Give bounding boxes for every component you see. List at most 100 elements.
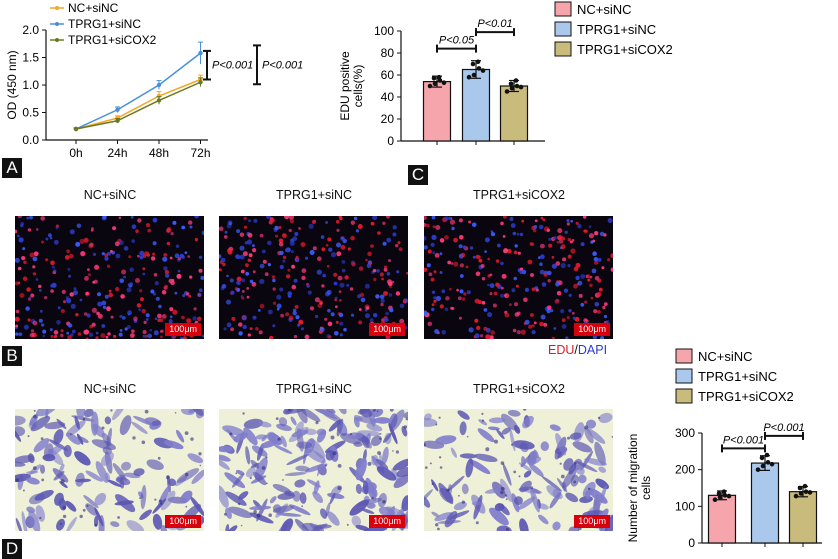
cell-nucleus xyxy=(583,216,587,219)
cell-nucleus xyxy=(259,303,265,309)
migrated-cell xyxy=(424,418,438,427)
cell-nucleus xyxy=(538,224,544,230)
cell-nucleus xyxy=(360,297,366,303)
cell-nucleus xyxy=(306,284,310,288)
cell-nucleus xyxy=(534,219,538,223)
cell-nucleus xyxy=(509,303,512,306)
migrated-cell xyxy=(528,463,544,477)
cell-nucleus xyxy=(339,216,343,221)
membrane-pore xyxy=(277,437,281,441)
cell-nucleus xyxy=(28,296,32,300)
cell-nucleus xyxy=(439,271,443,274)
cell-nucleus xyxy=(502,235,506,238)
membrane-pore xyxy=(198,452,202,456)
membrane-pore xyxy=(494,439,498,444)
cell-nucleus xyxy=(553,327,557,330)
cell-nucleus xyxy=(529,242,534,246)
migrated-cell xyxy=(249,512,274,524)
cell-nucleus xyxy=(150,289,155,294)
membrane-pore xyxy=(530,486,534,489)
migrated-cell xyxy=(519,480,532,493)
membrane-pore xyxy=(141,440,146,445)
cell-nucleus xyxy=(118,216,122,220)
cell-nucleus xyxy=(169,256,173,260)
data-dot xyxy=(722,493,728,498)
cell-nucleus xyxy=(547,279,551,283)
cell-nucleus xyxy=(495,259,500,263)
scalebar-label: 100μm xyxy=(165,515,201,528)
membrane-pore xyxy=(500,490,504,495)
migrated-cell xyxy=(569,432,582,440)
migrated-cell xyxy=(266,431,277,442)
cell-nucleus xyxy=(431,303,435,307)
migrated-cell xyxy=(585,419,597,429)
cell-nucleus xyxy=(97,313,103,319)
migrated-cell xyxy=(111,409,126,421)
cell-nucleus xyxy=(15,332,19,336)
migrated-cell xyxy=(502,463,512,486)
cell-nucleus xyxy=(155,296,160,301)
cell-nucleus xyxy=(341,268,346,273)
migrated-cell xyxy=(371,455,379,466)
cell-nucleus xyxy=(383,291,388,296)
membrane-pore xyxy=(376,410,379,413)
migrated-cell xyxy=(252,471,267,486)
migrated-cell xyxy=(219,454,231,462)
cell-nucleus xyxy=(248,253,253,258)
cell-nucleus xyxy=(573,283,578,289)
cell-nucleus xyxy=(336,228,340,232)
legend-label: TPRG1+siNC xyxy=(577,22,656,37)
cell-nucleus xyxy=(152,252,156,256)
migration-image-tprg1-sicox2: 100μm xyxy=(424,409,613,531)
cell-nucleus xyxy=(18,237,24,243)
migrated-cell xyxy=(320,508,328,519)
cell-nucleus xyxy=(238,331,243,336)
cell-nucleus xyxy=(267,240,272,246)
cell-nucleus xyxy=(584,300,588,304)
y-tick-label: 0.0 xyxy=(22,133,39,147)
membrane-pore xyxy=(371,496,374,500)
cell-nucleus xyxy=(293,334,298,339)
migrated-cell xyxy=(527,456,542,465)
cell-nucleus xyxy=(271,275,276,279)
cell-nucleus xyxy=(192,316,197,321)
cell-nucleus xyxy=(77,332,82,336)
cell-nucleus xyxy=(38,284,42,289)
cell-nucleus xyxy=(592,335,597,339)
membrane-pore xyxy=(597,416,601,420)
cell-nucleus xyxy=(251,281,257,287)
cell-nucleus xyxy=(71,329,76,334)
data-dot xyxy=(427,83,433,89)
cell-nucleus xyxy=(367,251,372,257)
cell-nucleus xyxy=(561,324,567,329)
cell-nucleus xyxy=(278,241,284,247)
membrane-pore xyxy=(185,505,188,508)
cell-nucleus xyxy=(180,337,184,339)
membrane-pore xyxy=(154,498,157,501)
cell-nucleus xyxy=(201,230,204,235)
cell-nucleus xyxy=(368,262,372,266)
cell-nucleus xyxy=(504,312,510,318)
migrated-cell xyxy=(523,470,532,478)
x-tick-label: 48h xyxy=(149,146,169,160)
data-point xyxy=(156,93,162,99)
membrane-pore xyxy=(337,464,342,468)
migrated-cell xyxy=(245,446,251,465)
scalebar-label: 100μm xyxy=(369,515,405,528)
migrated-cell xyxy=(104,416,112,425)
cell-nucleus xyxy=(55,226,59,230)
migrated-cell xyxy=(488,417,506,424)
membrane-pore xyxy=(425,466,428,469)
cell-nucleus xyxy=(519,232,524,237)
membrane-pore xyxy=(15,478,19,482)
cell-nucleus xyxy=(594,302,600,307)
migrated-cell xyxy=(351,515,362,527)
cell-nucleus xyxy=(139,289,143,293)
cell-nucleus xyxy=(433,299,437,303)
cell-nucleus xyxy=(424,216,427,220)
cell-nucleus xyxy=(160,330,163,333)
cell-nucleus xyxy=(462,245,467,249)
cell-nucleus xyxy=(166,241,171,246)
cell-nucleus xyxy=(365,313,370,319)
cell-nucleus xyxy=(17,216,21,219)
